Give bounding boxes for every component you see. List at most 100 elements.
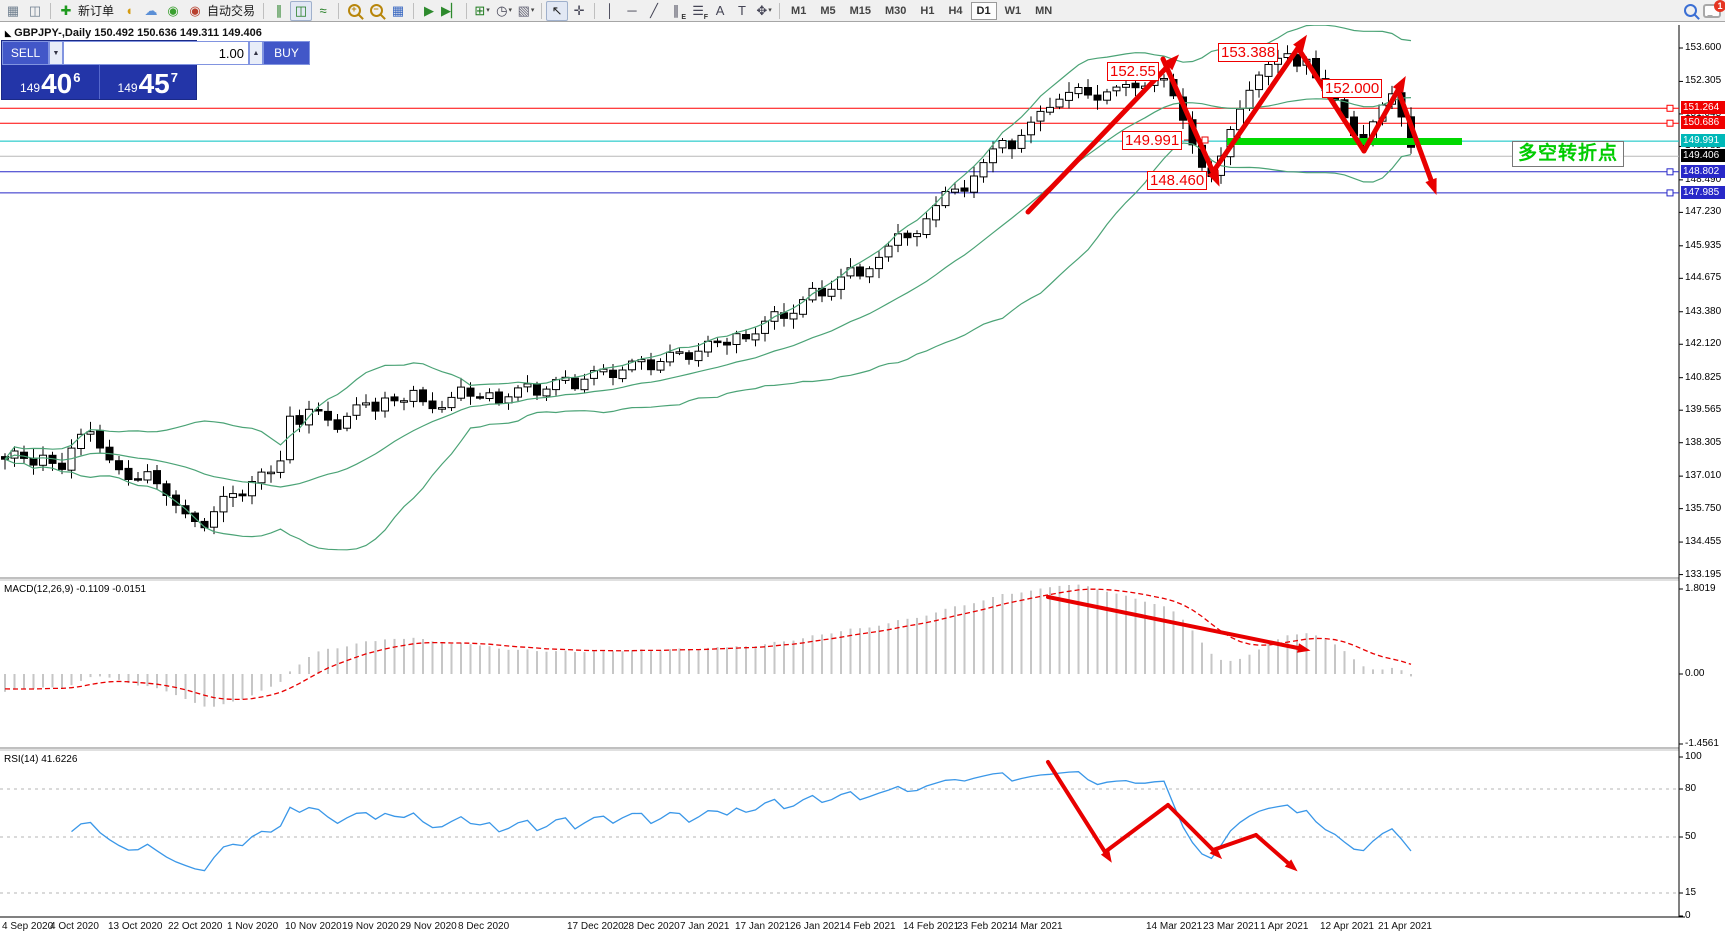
date-label: 14 Feb 2021 [903,921,960,932]
candlestick-chart-type-icon[interactable]: ◫ [290,0,313,21]
volume-decrease-button[interactable]: ▼ [49,41,63,65]
timeframe-m15[interactable]: M15 [849,4,871,17]
timeframe-h4[interactable]: H4 [948,4,963,17]
toolbar: ▦ ◫ ✚ 新订单 ◖ ☁ ◉ ◉ 自动交易 ∥ ◫ ≈ + − ▦ ▶ ▶▏ ⊞ ▾ ◷ ▾ ▧ ▾ ↖ ✛ │ ─ ╱ ∥ E ☰ F A T… [0,0,1725,22]
symbol-period-label: GBPJPY-,Daily [14,27,92,39]
volume-input[interactable] [63,41,249,65]
zoom-out-icon: − [369,4,383,17]
chat-icon[interactable]: 1 [1701,0,1725,21]
timeframe-m30[interactable]: M30 [885,4,907,17]
date-label: 10 Nov 2020 [285,921,342,932]
date-label: 13 Oct 2020 [108,921,163,932]
templates-icon[interactable]: ▧ ▾ [517,3,535,18]
auto-scroll-icon[interactable]: ▶ [424,3,435,18]
chart-header: ◣ GBPJPY-,Daily 150.492 150.636 149.311 1… [5,27,262,39]
timeframe-m1[interactable]: M1 [791,4,807,17]
date-label: 12 Apr 2021 [1320,921,1374,932]
sell-price-pip: 6 [73,70,81,85]
price-tick: 152.305 [1685,75,1722,87]
crosshair-icon[interactable]: ✛ [573,3,585,18]
date-label: 17 Jan 2021 [735,921,791,932]
vertical-line-icon[interactable]: │ [605,3,615,18]
indicators-icon[interactable]: ⊞ ▾ [474,3,490,18]
macd-axis-value: -1.4561 [1685,738,1719,749]
price-tag: 149.991 [1681,134,1725,148]
price-tick: 143.380 [1685,305,1722,317]
date-label: 1 Nov 2020 [227,921,279,932]
autotrading-icon[interactable]: ◉ [189,3,201,18]
date-label: 4 Mar 2021 [1012,921,1063,932]
toolbar-separator [50,2,51,19]
autotrading-button[interactable]: 自动交易 [207,4,256,18]
toolbar-separator [779,2,781,19]
price-annotation-label[interactable]: 153.388 [1218,43,1279,62]
macd-arrow-annotation[interactable] [1046,595,1311,653]
timeframe-h1[interactable]: H1 [920,4,935,17]
price-tag: 151.264 [1681,101,1725,115]
text-label-icon[interactable]: T [738,3,746,18]
price-tick: 144.675 [1685,272,1722,284]
macd-values: -0.1109 -0.0151 [76,584,147,595]
line-chart-type-icon[interactable]: ≈ [319,3,327,18]
chart-profiles-icon[interactable]: ◫ [28,3,42,18]
arrows-icon[interactable]: ✥ ▾ [756,3,772,18]
buy-price-button[interactable]: 149 45 7 [100,65,197,99]
zoom-out-icon[interactable]: − [365,1,387,21]
price-tag: 148.802 [1681,164,1725,178]
note-annotation[interactable]: 多空转折点 [1512,141,1625,167]
horizontal-line-icon[interactable]: ─ [627,3,637,18]
ohlc-values: 150.492 150.636 149.311 149.406 [94,27,262,39]
periods-icon[interactable]: ◷ ▾ [496,3,512,18]
equidistant-channel-icon[interactable]: ∥ E [672,3,687,21]
price-tick: 153.600 [1685,42,1722,53]
chat-icon: 1 [1703,0,1725,18]
pane-frames [0,25,1685,918]
timeframe-d1[interactable]: D1 [970,1,997,20]
new-order-button[interactable]: 新订单 [78,4,115,18]
zoom-in-icon: + [347,4,361,17]
bar-chart-type-icon[interactable]: ∥ [275,3,283,18]
trend-zigzag-annotation[interactable] [1025,34,1437,215]
rsi-axis-value: 80 [1685,783,1697,794]
sell-button[interactable]: SELL [2,41,49,65]
candles [1,45,1415,535]
timeframe-mn[interactable]: MN [1035,4,1053,17]
expert-advisors-icon[interactable]: ◖ [125,3,133,18]
search-icon[interactable] [1679,1,1701,21]
trendline-icon[interactable]: ╱ [650,3,658,18]
one-click-trading-panel: SELL ▼ ▲ BUY 149 40 6 149 45 7 [2,41,310,99]
toolbar-separator [466,2,468,19]
new-chart-icon[interactable]: ▦ [6,3,20,18]
fibonacci-retracement-icon[interactable]: ☰ F [692,3,709,21]
price-tag: 147.985 [1681,185,1725,199]
price-annotation-label[interactable]: 148.460 [1147,171,1208,190]
timeframe-m5[interactable]: M5 [820,4,836,17]
buy-button[interactable]: BUY [263,41,310,65]
mql5-community-icon[interactable]: ☁ [144,3,158,18]
price-annotation-label[interactable]: 152.000 [1322,79,1383,98]
price-tick: 148.490 [1685,173,1722,185]
notification-badge: 1 [1714,0,1725,12]
signals-icon[interactable]: ◉ [167,3,179,18]
new-order-icon[interactable]: ✚ [60,3,72,18]
tile-windows-icon[interactable]: ▦ [391,3,405,18]
rsi-axis-value: 50 [1685,831,1697,842]
chart-shift-icon[interactable]: ▶▏ [441,3,462,18]
text-icon[interactable]: A [715,3,725,18]
price-annotation-label[interactable]: 149.991 [1122,131,1183,150]
rsi-zigzag-annotation[interactable] [1046,760,1298,872]
cursor-icon[interactable]: ↖ [546,0,569,21]
price-tick: 145.935 [1685,239,1722,251]
volume-increase-button[interactable]: ▲ [249,41,263,65]
macd-axis-value: 0.00 [1685,668,1705,679]
sell-price-big: 40 [41,68,73,99]
zoom-in-icon[interactable]: + [343,1,365,21]
price-annotation-label[interactable]: 152.55 [1107,62,1159,81]
support-zone-annotation[interactable] [1227,138,1462,145]
date-label: 4 Feb 2021 [845,921,896,932]
price-tick: 137.010 [1685,470,1722,482]
timeframe-w1[interactable]: W1 [1004,4,1022,17]
sell-price-button[interactable]: 149 40 6 [2,65,100,99]
date-label: 29 Nov 2020 [400,921,457,932]
